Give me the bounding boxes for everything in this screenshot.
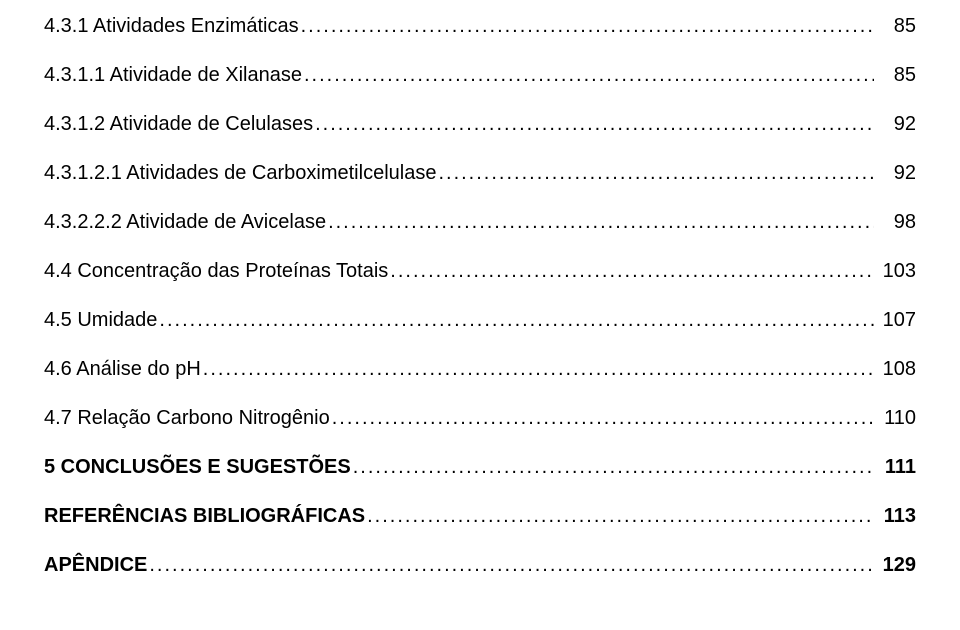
- toc-label: 4.3.1.1 Atividade de Xilanase: [44, 63, 302, 87]
- toc-page-num: 113: [876, 504, 916, 528]
- toc-label: 4.7 Relação Carbono Nitrogênio: [44, 406, 330, 430]
- toc-leader: ........................................…: [438, 161, 874, 185]
- toc-label: 4.5 Umidade: [44, 308, 157, 332]
- toc-label: 4.3.1 Atividades Enzimáticas: [44, 14, 299, 38]
- toc-page-num: 129: [876, 553, 916, 577]
- toc-label: 5 CONCLUSÕES E SUGESTÕES: [44, 455, 351, 479]
- toc-page-num: 85: [876, 14, 916, 38]
- toc-row: 4.3.2.2.2 Atividade de Avicelase .......…: [44, 210, 916, 234]
- toc-label: REFERÊNCIAS BIBLIOGRÁFICAS: [44, 504, 365, 528]
- toc-label: 4.6 Análise do pH: [44, 357, 201, 381]
- toc-leader: ........................................…: [304, 63, 874, 87]
- toc-page-num: 103: [876, 259, 916, 283]
- toc-page-num: 111: [876, 455, 916, 479]
- toc-leader: ........................................…: [301, 14, 874, 38]
- toc-row: 4.4 Concentração das Proteínas Totais ..…: [44, 259, 916, 283]
- toc-leader: ........................................…: [159, 308, 874, 332]
- toc-row: 4.3.1.2.1 Atividades de Carboximetilcelu…: [44, 161, 916, 185]
- toc-leader: ........................................…: [149, 553, 874, 577]
- toc-row: 4.3.1 Atividades Enzimáticas ...........…: [44, 14, 916, 38]
- toc-page-num: 110: [876, 406, 916, 430]
- toc-page-num: 107: [876, 308, 916, 332]
- toc-page-num: 85: [876, 63, 916, 87]
- toc-row: 4.5 Umidade ............................…: [44, 308, 916, 332]
- toc-leader: ........................................…: [328, 210, 874, 234]
- toc-leader: ........................................…: [353, 455, 874, 479]
- toc-leader: ........................................…: [203, 357, 874, 381]
- toc-page-num: 92: [876, 161, 916, 185]
- toc-row: 4.3.1.1 Atividade de Xilanase ..........…: [44, 63, 916, 87]
- toc-label: 4.3.1.2.1 Atividades de Carboximetilcelu…: [44, 161, 436, 185]
- toc-label: 4.3.2.2.2 Atividade de Avicelase: [44, 210, 326, 234]
- toc-row: 5 CONCLUSÕES E SUGESTÕES ...............…: [44, 455, 916, 479]
- toc-row: 4.6 Análise do pH ......................…: [44, 357, 916, 381]
- toc-page: 4.3.1 Atividades Enzimáticas ...........…: [0, 0, 960, 630]
- toc-row: APÊNDICE ...............................…: [44, 553, 916, 577]
- toc-label: 4.3.1.2 Atividade de Celulases: [44, 112, 313, 136]
- toc-leader: ........................................…: [390, 259, 874, 283]
- toc-row: 4.7 Relação Carbono Nitrogênio .........…: [44, 406, 916, 430]
- toc-page-num: 108: [876, 357, 916, 381]
- toc-leader: ........................................…: [367, 504, 874, 528]
- toc-page-num: 92: [876, 112, 916, 136]
- toc-label: APÊNDICE: [44, 553, 147, 577]
- toc-label: 4.4 Concentração das Proteínas Totais: [44, 259, 388, 283]
- toc-leader: ........................................…: [332, 406, 874, 430]
- toc-row: 4.3.1.2 Atividade de Celulases .........…: [44, 112, 916, 136]
- toc-leader: ........................................…: [315, 112, 874, 136]
- toc-row: REFERÊNCIAS BIBLIOGRÁFICAS .............…: [44, 504, 916, 528]
- toc-page-num: 98: [876, 210, 916, 234]
